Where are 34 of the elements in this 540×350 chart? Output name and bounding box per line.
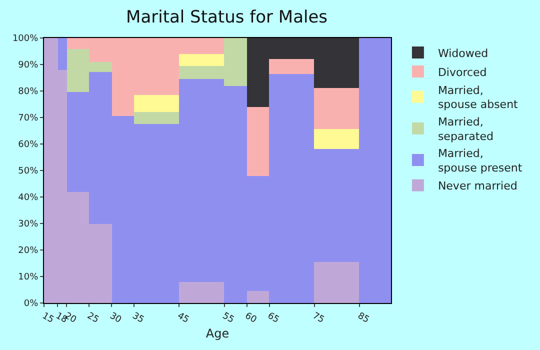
- legend-label: Never married: [438, 180, 518, 193]
- y-tick-label: 80%: [18, 87, 39, 98]
- x-tick-label: 45: [175, 311, 190, 326]
- x-tick-label: 35: [130, 311, 146, 326]
- x-tick-label: 60: [243, 311, 258, 326]
- x-tick-label: 75: [310, 311, 326, 326]
- x-tick-label: 85: [356, 311, 371, 326]
- y-tick-label: 0%: [24, 299, 39, 310]
- x-tick-label: 15: [40, 311, 56, 326]
- legend-label: Divorced: [438, 66, 487, 79]
- y-tick-label: 20%: [18, 246, 39, 256]
- y-tick-label: 70%: [18, 114, 39, 124]
- chart-title: Marital Status for Males: [126, 7, 328, 28]
- x-tick-label: 55: [220, 311, 236, 326]
- bar: [247, 291, 269, 303]
- legend-label: Married, spouse present: [438, 147, 523, 174]
- y-tick-label: 40%: [18, 193, 39, 204]
- legend-label: Widowed: [438, 46, 488, 60]
- x-axis-title: Age: [206, 326, 230, 341]
- x-tick-label: 18: [54, 311, 69, 326]
- y-tick-label: 50%: [18, 166, 39, 177]
- y-tick-label: 90%: [18, 60, 39, 71]
- bar: [134, 95, 179, 112]
- y-tick-label: 10%: [18, 272, 39, 283]
- bar: [179, 54, 224, 66]
- y-tick-label: 30%: [18, 220, 39, 230]
- x-tick-label: 30: [108, 311, 124, 326]
- bar: [314, 129, 359, 149]
- legend-label: Married, spouse absent: [438, 84, 519, 112]
- legend-label: Married, separated: [438, 116, 494, 143]
- x-tick-label: 25: [85, 311, 100, 326]
- x-tick-label: 65: [266, 311, 280, 326]
- y-tick-label: 60%: [18, 140, 39, 150]
- y-tick-label: 100%: [12, 34, 39, 44]
